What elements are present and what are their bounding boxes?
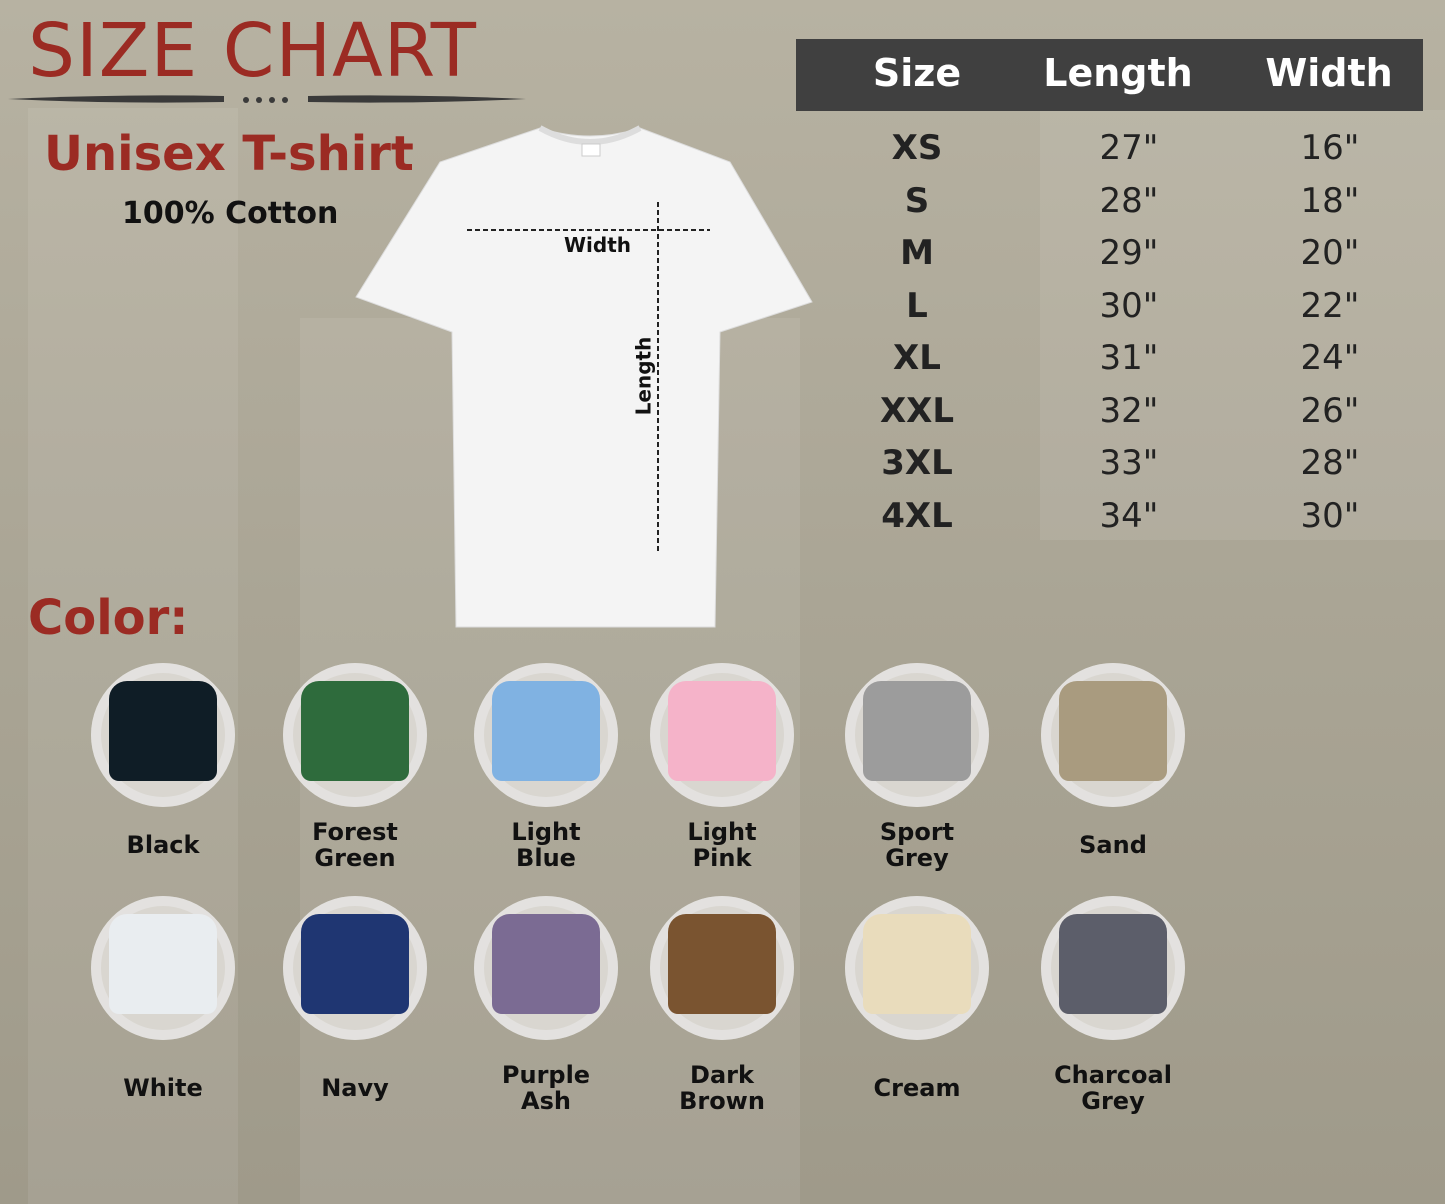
- material-label: 100% Cotton: [122, 196, 339, 231]
- table-cell-length: 33": [1099, 443, 1159, 483]
- column-header-length: Length: [1043, 51, 1193, 95]
- table-cell-length: 27": [1099, 128, 1159, 168]
- color-swatch[interactable]: [91, 896, 235, 1040]
- color-label: Light Pink: [632, 819, 812, 871]
- table-cell-length: 28": [1099, 180, 1159, 221]
- table-cell-width: 26": [1300, 390, 1360, 431]
- color-swatch[interactable]: [650, 663, 794, 807]
- table-cell-length: 29": [1099, 233, 1159, 273]
- color-swatch[interactable]: [474, 663, 618, 807]
- page-title: SIZE CHART: [28, 8, 477, 94]
- color-swatch[interactable]: [845, 896, 989, 1040]
- width-label: Width: [564, 233, 632, 257]
- color-label-line: Light: [511, 818, 581, 846]
- color-label: Navy: [265, 1075, 445, 1101]
- table-cell-width: 24": [1300, 338, 1360, 378]
- table-cell-size: 4XL: [881, 495, 953, 536]
- color-label-line: Forest: [312, 818, 398, 846]
- shirt-color-sample: [668, 681, 776, 781]
- background-panel: [1040, 110, 1445, 540]
- shirt-color-sample: [109, 681, 217, 781]
- color-label-line: Charcoal: [1054, 1061, 1172, 1089]
- shirt-color-sample: [863, 914, 971, 1014]
- color-label-line: Dark: [690, 1061, 754, 1089]
- color-label-line: Navy: [321, 1074, 389, 1102]
- color-label-line: Light: [687, 818, 757, 846]
- color-label: Purple Ash: [456, 1062, 636, 1114]
- shirt-color-sample: [1059, 914, 1167, 1014]
- title-divider: [8, 95, 526, 103]
- color-label-line: Cream: [873, 1074, 961, 1102]
- shirt-color-sample: [301, 914, 409, 1014]
- background-panel: [28, 108, 238, 1204]
- table-cell-length: 31": [1099, 338, 1159, 378]
- table-cell-size: XL: [893, 338, 941, 378]
- color-label-line: Grey: [885, 844, 949, 872]
- color-swatch[interactable]: [1041, 663, 1185, 807]
- table-cell-width: 20": [1300, 233, 1360, 273]
- color-label: Charcoal Grey: [1023, 1062, 1203, 1114]
- shirt-color-sample: [109, 914, 217, 1014]
- color-label-line: Pink: [692, 844, 752, 872]
- color-label: Light Blue: [456, 819, 636, 871]
- color-label: Cream: [827, 1075, 1007, 1101]
- color-label: Sport Grey: [827, 819, 1007, 871]
- table-cell-width: 22": [1300, 285, 1360, 326]
- table-cell-size: S: [904, 180, 930, 221]
- color-label-line: Blue: [516, 844, 576, 872]
- table-cell-length: 32": [1099, 390, 1159, 431]
- table-cell-size: 3XL: [881, 443, 953, 483]
- column-header-size: Size: [872, 51, 962, 95]
- shirt-color-sample: [492, 681, 600, 781]
- table-cell-length: 34": [1099, 495, 1159, 536]
- table-cell-size: XXL: [879, 390, 955, 431]
- table-cell-size: M: [900, 233, 934, 273]
- color-swatch[interactable]: [1041, 896, 1185, 1040]
- table-cell-size: XS: [891, 128, 943, 168]
- color-label-line: Black: [126, 831, 200, 859]
- shirt-color-sample: [863, 681, 971, 781]
- length-label: Length: [631, 336, 656, 416]
- table-cell-width: 30": [1300, 495, 1360, 536]
- table-cell-width: 18": [1300, 180, 1360, 221]
- color-heading: Color:: [28, 590, 189, 646]
- color-label-line: Sand: [1079, 831, 1147, 859]
- table-cell-width: 16": [1300, 128, 1360, 168]
- color-swatch[interactable]: [283, 663, 427, 807]
- color-label: Forest Green: [265, 819, 445, 871]
- shirt-color-sample: [1059, 681, 1167, 781]
- size-table-header: Size Length Width: [796, 39, 1423, 111]
- color-swatch[interactable]: [283, 896, 427, 1040]
- color-label-line: Purple: [501, 1061, 591, 1089]
- shirt-color-sample: [301, 681, 409, 781]
- table-cell-width: 28": [1300, 443, 1360, 483]
- color-swatch[interactable]: [650, 896, 794, 1040]
- shirt-color-sample: [668, 914, 776, 1014]
- color-swatch[interactable]: [845, 663, 989, 807]
- color-label-line: Grey: [1081, 1087, 1145, 1115]
- color-label-line: Brown: [679, 1087, 765, 1115]
- color-label: White: [73, 1075, 253, 1101]
- color-label: Black: [73, 832, 253, 858]
- shirt-color-sample: [492, 914, 600, 1014]
- color-label: Sand: [1023, 832, 1203, 858]
- color-label-line: Sport: [879, 818, 955, 846]
- color-label-line: Green: [314, 844, 396, 872]
- tshirt-diagram: [355, 125, 813, 628]
- table-cell-size: L: [906, 285, 928, 326]
- color-label: Dark Brown: [632, 1062, 812, 1114]
- color-swatch[interactable]: [474, 896, 618, 1040]
- column-header-width: Width: [1265, 51, 1393, 95]
- color-swatch[interactable]: [91, 663, 235, 807]
- product-subtitle: Unisex T-shirt: [44, 126, 414, 182]
- color-label-line: Ash: [521, 1087, 571, 1115]
- color-label-line: White: [123, 1074, 203, 1102]
- table-cell-length: 30": [1099, 285, 1159, 326]
